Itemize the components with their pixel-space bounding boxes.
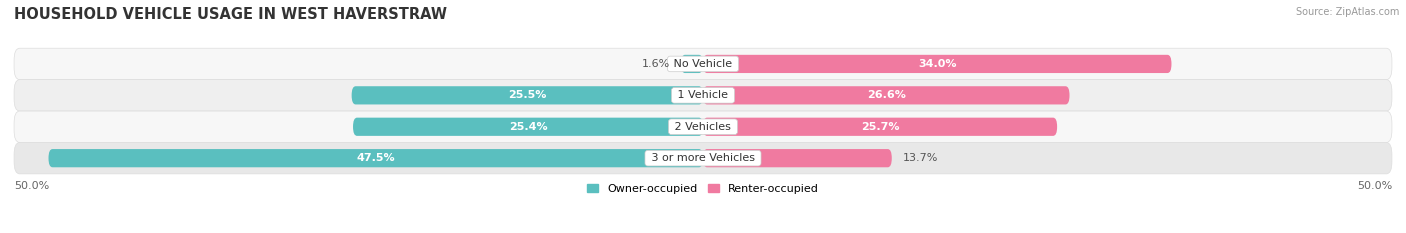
FancyBboxPatch shape <box>681 55 703 73</box>
Text: No Vehicle: No Vehicle <box>671 59 735 69</box>
Text: 25.4%: 25.4% <box>509 122 547 132</box>
Text: 50.0%: 50.0% <box>14 181 49 191</box>
Text: 47.5%: 47.5% <box>357 153 395 163</box>
Text: Source: ZipAtlas.com: Source: ZipAtlas.com <box>1295 7 1399 17</box>
FancyBboxPatch shape <box>703 55 1171 73</box>
Text: 2 Vehicles: 2 Vehicles <box>671 122 735 132</box>
FancyBboxPatch shape <box>14 48 1392 80</box>
FancyBboxPatch shape <box>14 111 1392 142</box>
FancyBboxPatch shape <box>703 86 1070 104</box>
Text: 50.0%: 50.0% <box>1357 181 1392 191</box>
Text: 26.6%: 26.6% <box>868 90 905 100</box>
Text: 3 or more Vehicles: 3 or more Vehicles <box>648 153 758 163</box>
FancyBboxPatch shape <box>14 142 1392 174</box>
Text: 25.5%: 25.5% <box>508 90 547 100</box>
Text: 25.7%: 25.7% <box>860 122 900 132</box>
FancyBboxPatch shape <box>703 118 1057 136</box>
FancyBboxPatch shape <box>14 80 1392 111</box>
Legend: Owner-occupied, Renter-occupied: Owner-occupied, Renter-occupied <box>582 179 824 199</box>
Text: 13.7%: 13.7% <box>903 153 938 163</box>
Text: HOUSEHOLD VEHICLE USAGE IN WEST HAVERSTRAW: HOUSEHOLD VEHICLE USAGE IN WEST HAVERSTR… <box>14 7 447 22</box>
FancyBboxPatch shape <box>352 86 703 104</box>
FancyBboxPatch shape <box>353 118 703 136</box>
Text: 34.0%: 34.0% <box>918 59 956 69</box>
FancyBboxPatch shape <box>48 149 703 167</box>
FancyBboxPatch shape <box>703 149 891 167</box>
Text: 1 Vehicle: 1 Vehicle <box>675 90 731 100</box>
Text: 1.6%: 1.6% <box>641 59 669 69</box>
